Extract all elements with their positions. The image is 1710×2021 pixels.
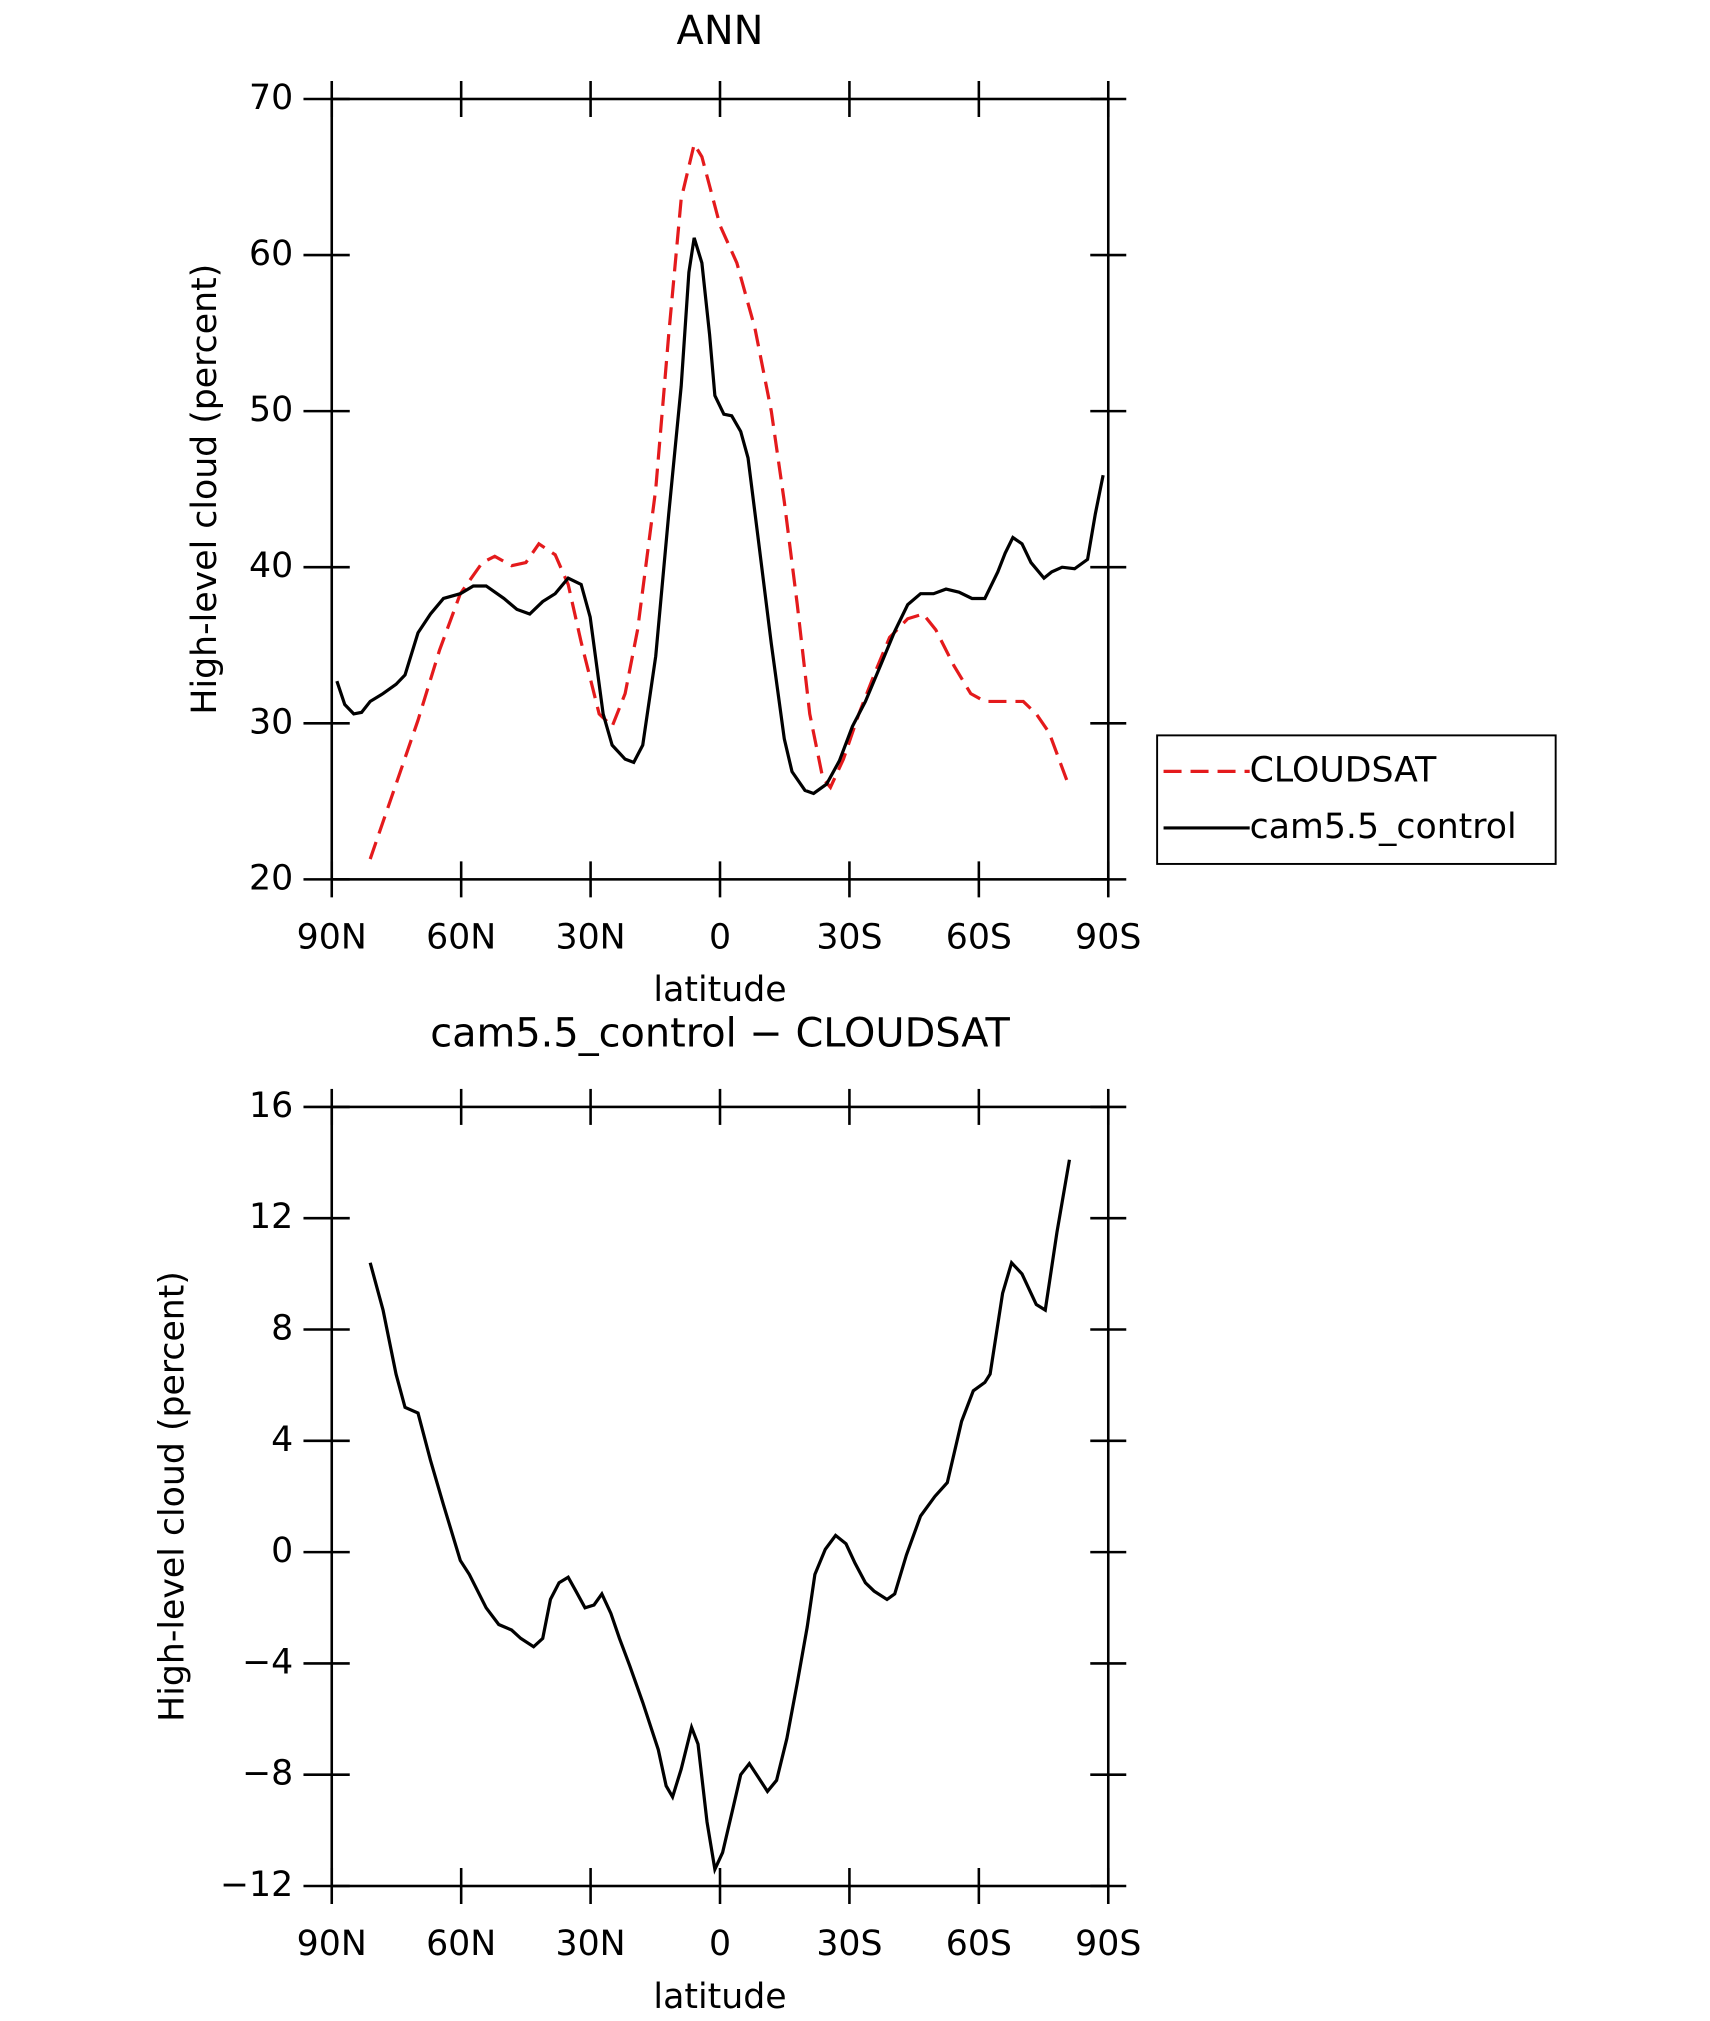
x-tick-label: 60N [426,918,496,958]
x-tick-label: 30N [556,918,626,958]
x-tick-label: 90N [297,918,367,958]
x-axis-label: latitude [653,1977,786,2017]
data-line [368,140,1071,860]
legend-label: CLOUDSAT [1250,750,1437,790]
x-axis-label: latitude [653,970,786,1010]
x-tick-label: 60N [426,1924,496,1964]
x-tick-label: 0 [709,1924,731,1964]
x-tick-label: 30N [556,1924,626,1964]
data-line [368,1159,1072,1875]
y-tick-label: 4 [271,1420,293,1460]
x-tick-label: 30S [816,918,882,958]
y-tick-label: 70 [249,78,293,118]
y-tick-label: −8 [242,1754,293,1794]
x-tick-label: 90S [1075,1924,1141,1964]
y-axis-label: High-level cloud (percent) [153,1271,193,1722]
y-tick-label: −4 [242,1642,293,1682]
y-tick-label: 20 [249,858,293,898]
y-tick-label: 16 [249,1086,293,1126]
y-tick-label: 40 [249,546,293,586]
legend-label: cam5.5_control [1250,807,1517,847]
y-tick-label: 50 [249,390,293,430]
y-tick-label: 12 [249,1197,293,1237]
y-tick-label: 30 [249,702,293,742]
y-tick-label: −12 [220,1865,293,1905]
y-tick-label: 8 [271,1309,293,1349]
x-tick-label: 30S [816,1924,882,1964]
plot-frame [330,97,1110,881]
y-tick-label: 60 [249,234,293,274]
x-tick-label: 60S [946,1924,1012,1964]
chart-title: cam5.5_control − CLOUDSAT [430,1011,1010,1057]
x-tick-label: 90N [297,1924,367,1964]
chart-title: ANN [677,8,764,54]
legend-box [1156,734,1557,865]
x-tick-label: 60S [946,918,1012,958]
x-tick-label: 0 [709,918,731,958]
y-axis-label: High-level cloud (percent) [185,264,225,715]
y-tick-label: 0 [271,1531,293,1571]
data-line [335,237,1105,796]
x-tick-label: 90S [1075,918,1141,958]
plot-frame [330,1105,1110,1888]
